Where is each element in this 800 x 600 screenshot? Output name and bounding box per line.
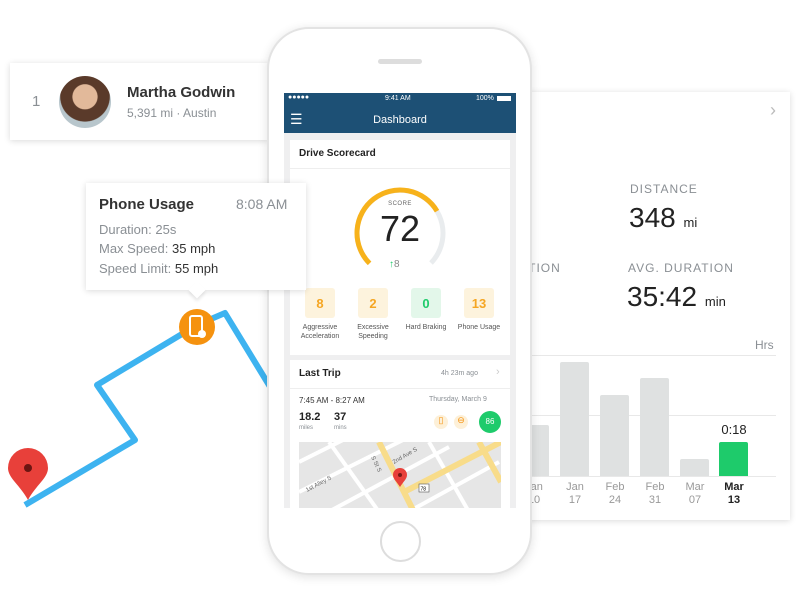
phone-usage-tooltip: Phone Usage 8:08 AM Duration: 25s Max Sp… xyxy=(86,183,306,299)
map-pin-icon xyxy=(393,468,407,487)
trip-miles: 18.2 xyxy=(299,411,321,423)
trip-map[interactable]: S St S 2nd Ave S 1st Alley S 78 xyxy=(299,442,501,508)
gridline xyxy=(520,355,776,356)
x-tick-label: Mar 07 xyxy=(685,481,705,506)
route-line xyxy=(23,310,278,508)
nav-title: Dashboard xyxy=(373,114,427,126)
x-tick-label: Feb 24 xyxy=(605,481,625,506)
tooltip-max-speed: Max Speed: 35 mph xyxy=(99,241,216,256)
trip-date: Thursday, March 9 xyxy=(429,396,487,403)
hrs-label: Hrs xyxy=(755,338,774,352)
phone-usage-icon: ▯ xyxy=(434,415,448,429)
trip-miles-label: miles xyxy=(299,425,314,431)
stat-box[interactable]: 2 xyxy=(358,288,388,318)
rank: 1 xyxy=(32,93,41,110)
tooltip-time: 8:08 AM xyxy=(236,196,288,212)
trip-mins-label: mins xyxy=(334,425,347,431)
stat-label: Excessive Speeding xyxy=(357,324,389,340)
distance-label: DISTANCE xyxy=(630,182,698,196)
tooltip-speed-limit: Speed Limit: 55 mph xyxy=(99,261,219,276)
chevron-right-icon[interactable]: › xyxy=(496,366,500,378)
last-trip-title: Last Trip xyxy=(299,368,341,379)
bar-feb-31[interactable] xyxy=(640,377,669,476)
stat-label: Aggressive Acceleration xyxy=(300,324,340,340)
stat-box[interactable]: 8 xyxy=(305,288,335,318)
driver-name: Martha Godwin xyxy=(127,84,236,101)
bar-jan-10[interactable] xyxy=(530,424,549,476)
x-tick-label: Feb 31 xyxy=(645,481,665,506)
avg-duration-label: AVG. DURATION xyxy=(628,261,734,275)
arrow-up-icon: ↑ xyxy=(389,259,394,270)
phone-screen: ●●●●● 9:41 AM 100% ☰ Dashboard Drive Sco… xyxy=(284,93,516,508)
stat-label: Phone Usage xyxy=(457,324,501,331)
gridline xyxy=(520,476,776,477)
avg-duration-value: 35:42 min xyxy=(627,281,726,312)
driver-meta: 5,391 mi · Austin xyxy=(127,106,217,120)
score-value: 72 xyxy=(379,208,421,249)
chevron-right-icon[interactable]: › xyxy=(770,100,776,120)
score-gauge xyxy=(354,187,446,266)
signal-icon: ●●●●● xyxy=(288,94,310,101)
avatar xyxy=(59,76,111,128)
bar-mar-07[interactable] xyxy=(680,458,709,476)
battery-level: 100% xyxy=(476,95,494,102)
status-time: 9:41 AM xyxy=(385,95,411,102)
last-trip-ago: 4h 23m ago xyxy=(441,370,478,377)
map-label: 78 xyxy=(421,487,427,493)
speaker xyxy=(378,59,422,64)
stat-label: Hard Braking xyxy=(405,324,447,331)
last-trip-card[interactable]: Last Trip 4h 23m ago › 7:45 AM - 8:27 AM… xyxy=(290,360,510,508)
score-label: SCORE xyxy=(388,201,412,207)
distance-value: 348 mi xyxy=(629,202,698,233)
stat-box[interactable]: 0 xyxy=(411,288,441,318)
x-tick-label: Mar 13 xyxy=(724,481,744,506)
trip-score-badge: 86 xyxy=(479,411,501,433)
home-button[interactable] xyxy=(380,521,421,562)
tooltip-title: Phone Usage xyxy=(99,196,195,213)
speeding-icon: ⊖ xyxy=(454,415,468,429)
leaderboard-row[interactable]: 1 Martha Godwin 5,391 mi · Austin xyxy=(10,63,268,140)
bar-feb-24[interactable] xyxy=(600,395,629,476)
map-pin-icon xyxy=(8,448,48,500)
bar-value-label: 0:18 xyxy=(721,421,747,437)
bar-jan-17[interactable] xyxy=(560,362,589,476)
stat-box[interactable]: 13 xyxy=(464,288,494,318)
score-delta: ↑8 xyxy=(389,259,400,270)
bar-mar-13[interactable] xyxy=(719,441,748,476)
score-arc xyxy=(354,187,440,266)
trip-times: 7:45 AM - 8:27 AM xyxy=(299,396,365,405)
x-tick-label: Jan 10 xyxy=(525,481,543,506)
scorecard-title: Drive Scorecard xyxy=(299,148,376,159)
phone-usage-marker-icon xyxy=(179,309,215,345)
menu-icon[interactable]: ☰ xyxy=(290,111,303,127)
x-tick-label: Jan 17 xyxy=(566,481,584,506)
battery-icon xyxy=(497,96,511,101)
tooltip-duration: Duration: 25s xyxy=(99,222,177,237)
drive-scorecard[interactable]: Drive Scorecard xyxy=(290,140,510,355)
trip-mins: 37 xyxy=(334,411,347,423)
